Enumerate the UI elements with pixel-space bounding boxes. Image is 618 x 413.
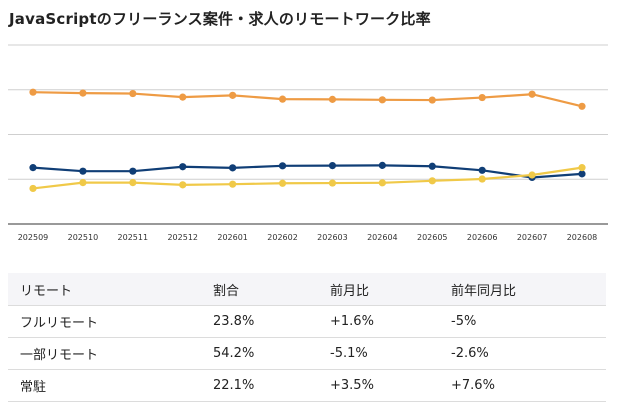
row-mom: +3.5% xyxy=(318,369,439,402)
data-point xyxy=(29,88,37,96)
data-point xyxy=(428,177,436,185)
chart-grid xyxy=(8,44,608,225)
x-tick-label: 202608 xyxy=(567,233,598,242)
data-point xyxy=(378,161,386,169)
table-header-row: リモート 割合 前月比 前年同月比 xyxy=(8,273,606,306)
row-yoy: -5% xyxy=(439,305,606,338)
data-point xyxy=(229,91,237,99)
data-point xyxy=(578,102,586,110)
x-tick-label: 202511 xyxy=(118,233,149,242)
data-point xyxy=(528,171,536,179)
row-label: フルリモート xyxy=(8,305,201,338)
data-point xyxy=(29,184,37,193)
row-yoy: +7.6% xyxy=(439,369,606,402)
table-row: フルリモート 23.8% +1.6% -5% xyxy=(8,305,606,338)
x-tick-label: 202603 xyxy=(317,233,348,242)
data-point xyxy=(179,93,187,101)
x-axis-ticks: 202509 202510 202511 202512 202601 202602 2026… xyxy=(18,233,598,242)
x-tick-label: 202604 xyxy=(367,233,398,242)
data-point xyxy=(578,170,586,178)
data-point xyxy=(179,163,187,171)
chart-series xyxy=(29,88,586,193)
data-point xyxy=(129,167,137,175)
line-chart: 202509 202510 202511 202512 202601 202602 2026… xyxy=(8,44,608,242)
data-point xyxy=(79,89,87,97)
x-tick-label: 202605 xyxy=(417,233,448,242)
x-tick-label: 202509 xyxy=(18,233,49,242)
table-row: 常駐 22.1% +3.5% +7.6% xyxy=(8,369,606,402)
data-point xyxy=(79,167,87,175)
data-point xyxy=(478,166,486,174)
remote-ratio-table: リモート 割合 前月比 前年同月比 フルリモート 23.8% +1.6% -5%… xyxy=(8,273,606,402)
data-point xyxy=(328,179,337,187)
data-point xyxy=(79,179,87,187)
data-point xyxy=(478,93,486,102)
x-tick-label: 202606 xyxy=(467,233,498,242)
data-point xyxy=(179,181,187,189)
data-point xyxy=(478,175,486,183)
header-yoy: 前年同月比 xyxy=(439,273,606,306)
data-point xyxy=(328,162,337,170)
header-ratio: 割合 xyxy=(201,273,318,306)
series-line-0 xyxy=(32,91,583,108)
data-point xyxy=(229,164,237,172)
data-point xyxy=(328,95,337,103)
chart-title: JavaScriptのフリーランス案件・求人のリモートワーク比率 xyxy=(9,10,431,28)
header-mom: 前月比 xyxy=(318,273,439,306)
header-remote: リモート xyxy=(8,273,201,306)
row-label: 常駐 xyxy=(8,369,201,402)
data-point xyxy=(278,95,287,103)
series-line-1 xyxy=(32,164,583,179)
x-tick-label: 202601 xyxy=(217,233,248,242)
series-line-2 xyxy=(32,166,583,190)
data-point xyxy=(428,162,436,170)
row-mom: +1.6% xyxy=(318,305,439,338)
data-point xyxy=(378,96,386,104)
row-yoy: -2.6% xyxy=(439,337,606,370)
data-point xyxy=(578,164,586,172)
row-ratio: 54.2% xyxy=(201,337,318,370)
x-tick-label: 202510 xyxy=(68,233,99,242)
data-point xyxy=(278,179,287,187)
data-point xyxy=(229,180,237,188)
x-tick-label: 202512 xyxy=(167,233,198,242)
table-row: 一部リモート 54.2% -5.1% -2.6% xyxy=(8,337,606,370)
row-label: 一部リモート xyxy=(8,337,201,370)
row-mom: -5.1% xyxy=(318,337,439,370)
x-tick-label: 202602 xyxy=(267,233,298,242)
data-point xyxy=(278,162,287,170)
x-tick-label: 202607 xyxy=(517,233,548,242)
data-point xyxy=(428,96,436,104)
data-point xyxy=(129,89,137,98)
row-ratio: 23.8% xyxy=(201,305,318,338)
data-point xyxy=(378,179,386,187)
data-point xyxy=(129,179,137,187)
row-ratio: 22.1% xyxy=(201,369,318,402)
data-point xyxy=(528,90,536,98)
data-point xyxy=(29,164,37,172)
